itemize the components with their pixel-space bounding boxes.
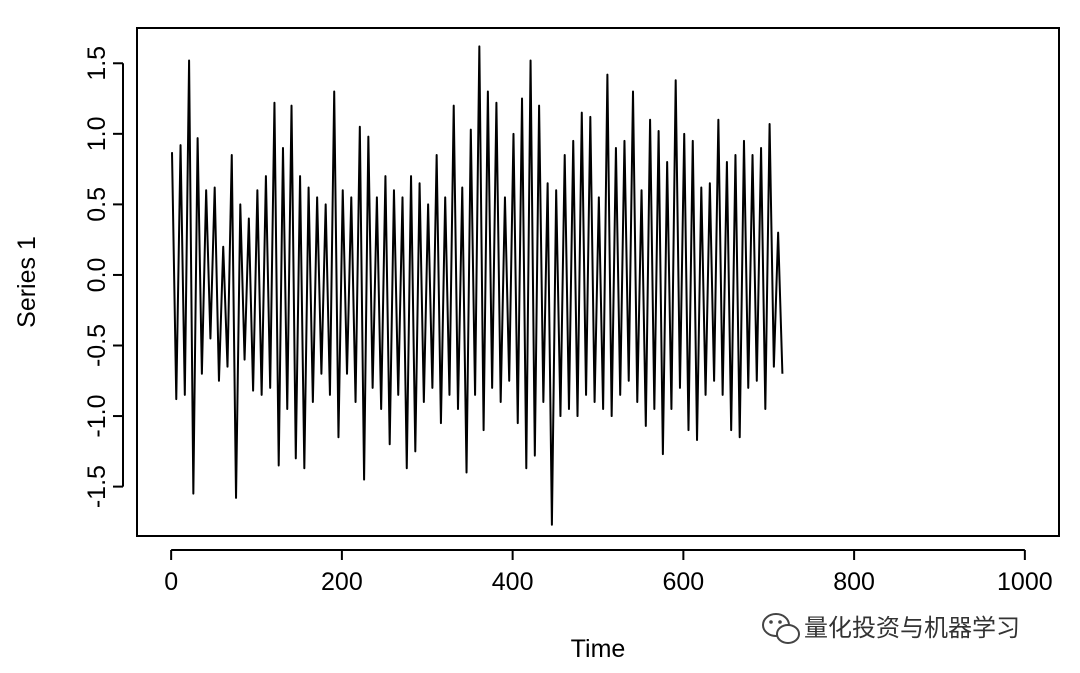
y-tick-label: -1.0	[83, 395, 111, 438]
x-tick-label: 200	[321, 568, 363, 596]
y-tick-label: 1.0	[83, 116, 111, 151]
series-line-1	[171, 45, 784, 526]
y-tick-label: 1.5	[83, 46, 111, 81]
x-tick-label: 400	[492, 568, 534, 596]
series-layer	[171, 45, 784, 526]
y-axis-title: Series 1	[13, 236, 41, 328]
wechat-icon	[762, 613, 800, 644]
x-tick-label: 0	[164, 568, 178, 596]
x-axis: 0 200 400 600 800 1000	[164, 549, 1053, 596]
y-axis: -1.5 -1.0 -0.5 0.0 0.5 1.0 1.5	[83, 46, 124, 508]
x-tick-label: 800	[833, 568, 875, 596]
y-tick-label: 0.5	[83, 187, 111, 222]
x-axis-title: Time	[571, 635, 626, 663]
y-tick-label: -0.5	[83, 324, 111, 367]
plot-frame	[136, 27, 1060, 537]
watermark-text: 量化投资与机器学习	[804, 614, 1020, 642]
x-tick-label: 1000	[997, 568, 1053, 596]
watermark: 量化投资与机器学习	[762, 613, 1020, 644]
y-tick-label: -1.5	[83, 465, 111, 508]
y-tick-label: 0.0	[83, 258, 111, 293]
x-tick-label: 600	[663, 568, 705, 596]
